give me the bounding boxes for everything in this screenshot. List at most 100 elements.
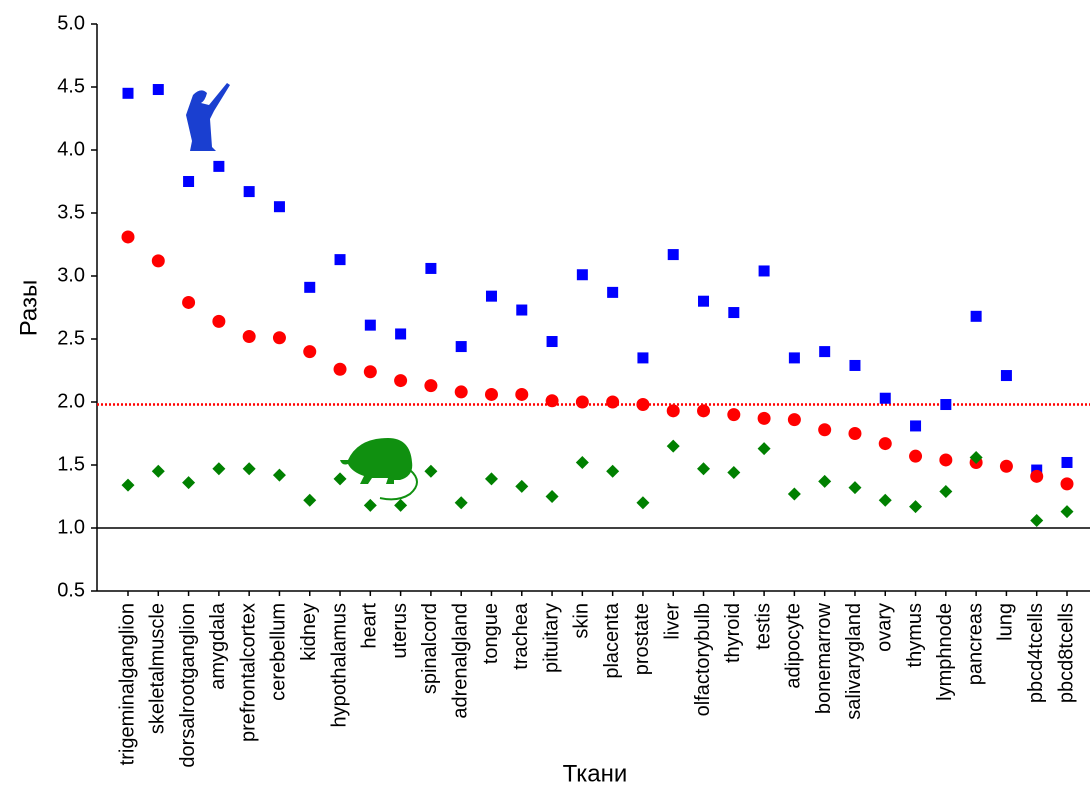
circle-marker (697, 404, 710, 417)
x-tick-label: trachea (510, 602, 532, 670)
y-tick-label: 5.0 (57, 12, 85, 34)
x-tick-label: pituitary (540, 603, 562, 673)
diamond-marker (818, 475, 831, 488)
diamond-marker (546, 490, 559, 503)
x-tick-label: thyroid (722, 603, 744, 663)
circle-marker (455, 385, 468, 398)
diamond-marker (636, 496, 649, 509)
diamond-marker (515, 480, 528, 493)
x-tick-label: adrenalgland (449, 603, 471, 719)
circle-marker (394, 374, 407, 387)
circle-marker (667, 404, 680, 417)
x-tick-label: spinalcord (419, 603, 441, 694)
square-marker (183, 176, 194, 187)
x-tick-label: lymphnode (934, 603, 956, 701)
diamond-marker (364, 499, 377, 512)
circle-marker (909, 450, 922, 463)
square-marker (698, 296, 709, 307)
circle-marker (364, 365, 377, 378)
diamond-marker (879, 494, 892, 507)
x-tick-label: amygdala (207, 602, 229, 690)
diamond-marker (455, 496, 468, 509)
circle-marker (939, 453, 952, 466)
square-marker (1001, 370, 1012, 381)
x-tick-label: trigeminalganglion (116, 603, 138, 765)
diamond-marker (424, 465, 437, 478)
rat-icon (340, 438, 417, 499)
circle-marker (636, 398, 649, 411)
circle-marker (879, 437, 892, 450)
x-tick-label: hypothalamus (328, 603, 350, 728)
diamond-marker (152, 465, 165, 478)
y-tick-label: 1.5 (57, 453, 85, 475)
diamond-marker (394, 499, 407, 512)
diamond-marker (848, 481, 861, 494)
chart: Разы Ткани 0.51.01.52.02.53.03.54.04.55.… (0, 0, 1090, 791)
x-tick-label: placenta (601, 602, 623, 678)
circle-marker (606, 396, 619, 409)
diamond-marker (788, 487, 801, 500)
square-marker (668, 249, 679, 260)
square-marker (365, 320, 376, 331)
square-marker (637, 352, 648, 363)
circle-marker (424, 379, 437, 392)
circle-marker (1061, 477, 1074, 490)
diamond-marker (485, 472, 498, 485)
circle-marker (818, 423, 831, 436)
x-tick-label: thymus (904, 603, 926, 667)
y-tick-label: 1.0 (57, 516, 85, 538)
circle-marker (788, 413, 801, 426)
x-tick-label: prostate (631, 603, 653, 675)
square-marker (244, 186, 255, 197)
y-tick-label: 2.5 (57, 327, 85, 349)
y-tick-label: 4.0 (57, 138, 85, 160)
diamond-marker (1061, 505, 1074, 518)
square-marker (213, 161, 224, 172)
circle-marker (273, 331, 286, 344)
x-tick-label: tongue (480, 603, 502, 664)
circle-marker (1030, 470, 1043, 483)
circle-marker (758, 412, 771, 425)
x-tick-label: skeletalmuscle (147, 603, 169, 734)
circle-marker (848, 427, 861, 440)
square-marker (1062, 457, 1073, 468)
circle-marker (303, 345, 316, 358)
diamond-marker (122, 479, 135, 492)
diamond-marker (576, 456, 589, 469)
square-marker (274, 201, 285, 212)
square-marker (789, 352, 800, 363)
square-marker (425, 263, 436, 274)
circle-marker (727, 408, 740, 421)
x-tick-label: bonemarrow (813, 602, 835, 714)
y-tick-label: 0.5 (57, 579, 85, 601)
diamond-marker (697, 462, 710, 475)
x-tick-label: liver (662, 603, 684, 640)
x-tick-label: lung (995, 603, 1017, 641)
x-tick-label: pbcd4tcells (1025, 603, 1047, 703)
diamond-marker (273, 469, 286, 482)
x-tick-label: ovary (874, 603, 896, 652)
x-tick-label: adipocyte (783, 603, 805, 689)
y-tick-label: 4.5 (57, 75, 85, 97)
square-marker (849, 360, 860, 371)
square-marker (335, 254, 346, 265)
square-marker (304, 282, 315, 293)
square-marker (940, 399, 951, 410)
x-tick-label: dorsalrootganglion (177, 603, 199, 768)
diamond-marker (182, 476, 195, 489)
square-marker (153, 84, 164, 95)
circle-marker (212, 315, 225, 328)
circle-marker (485, 388, 498, 401)
x-tick-label: skin (571, 603, 593, 639)
y-tick-label: 2.0 (57, 390, 85, 412)
y-axis-label: Разы (15, 280, 42, 337)
x-tick-label: pancreas (964, 603, 986, 685)
circle-marker (182, 296, 195, 309)
x-tick-label: cerebellum (268, 603, 290, 701)
diamond-marker (243, 462, 256, 475)
diamond-marker (667, 440, 680, 453)
diamond-marker (303, 494, 316, 507)
square-marker (971, 311, 982, 322)
x-tick-label: testis (752, 603, 774, 650)
diamond-marker (1030, 514, 1043, 527)
